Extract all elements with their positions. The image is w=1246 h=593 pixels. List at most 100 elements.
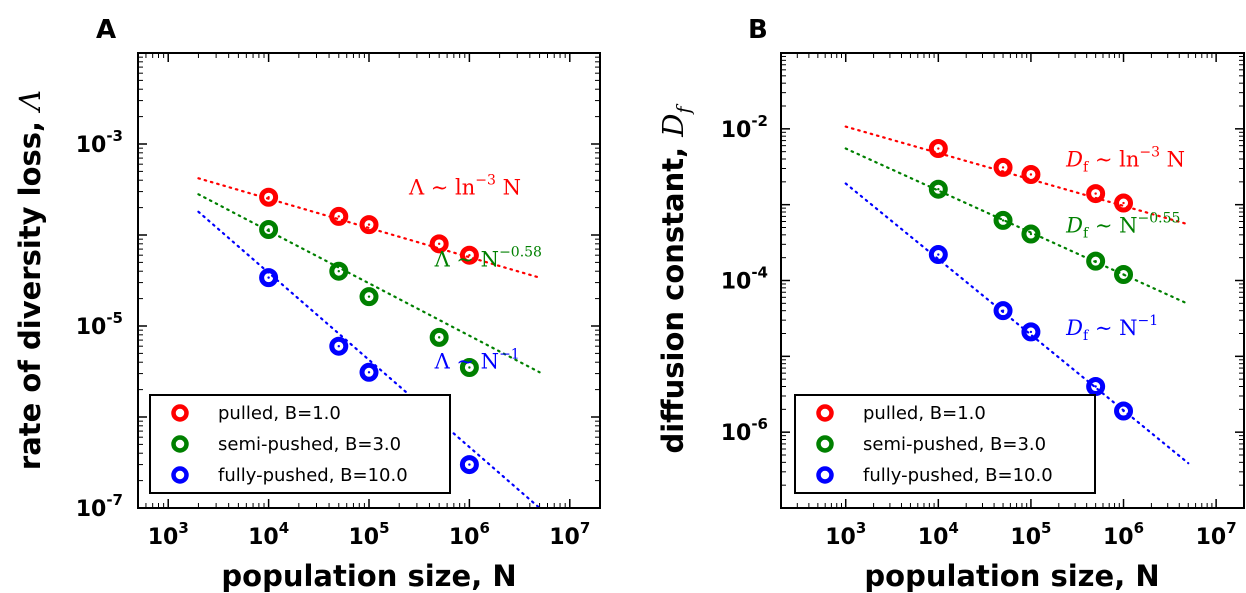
- annot-superscript: −1: [1137, 313, 1158, 329]
- x-tick-label: 103: [825, 519, 866, 550]
- data-point-center: [1001, 309, 1005, 312]
- data-point-center: [468, 463, 471, 466]
- legend-marker: [171, 435, 189, 453]
- annot-tail: N: [1160, 147, 1185, 171]
- tick-base: 10: [1103, 525, 1134, 550]
- data-point-center: [337, 270, 340, 273]
- tick-base: 10: [248, 525, 279, 550]
- data-point-center: [367, 223, 371, 226]
- tick-exponent: -4: [751, 264, 768, 282]
- plot-area: [197, 177, 541, 508]
- annot-superscript: −3: [475, 172, 496, 188]
- data-point-center: [337, 215, 340, 218]
- data-point: [993, 157, 1013, 177]
- data-point-center: [267, 228, 270, 231]
- annot-text: Λ ∼ ln: [408, 175, 475, 199]
- tick-base: 10: [148, 525, 179, 550]
- tick-exponent: 6: [1134, 519, 1144, 537]
- tick-exponent: -6: [751, 415, 768, 433]
- legend-marker: [171, 466, 189, 484]
- fit-line-2: [197, 210, 541, 508]
- data-point: [1114, 193, 1134, 213]
- legend-marker: [171, 404, 189, 422]
- annot-superscript: −1: [499, 347, 520, 363]
- legend-box: [149, 394, 451, 494]
- x-axis-label: population size, N: [864, 559, 1159, 593]
- data-point: [259, 187, 279, 207]
- tick-exponent: 4: [279, 519, 289, 537]
- data-point: [1086, 184, 1106, 204]
- data-point-center: [437, 242, 441, 246]
- x-tick-label: 105: [348, 519, 389, 550]
- y-tick-label: 10-3: [76, 127, 123, 158]
- tick-base: 10: [449, 525, 480, 550]
- data-point: [993, 301, 1013, 321]
- data-point-center: [367, 371, 371, 374]
- data-point-center: [1001, 166, 1005, 169]
- legend-label: pulled, B=1.0: [863, 403, 986, 424]
- fit-line-0: [197, 177, 541, 279]
- panel-letter: B: [748, 15, 768, 45]
- data-point-center: [937, 147, 940, 150]
- fit-annotation: Df ∼ N−0.55: [1065, 210, 1180, 241]
- y-tick-label: 10-7: [76, 491, 123, 522]
- annot-mid: ∼ ln: [1088, 147, 1139, 171]
- fit-annotation: Λ ∼ N−1: [434, 347, 520, 374]
- data-point-center: [1122, 201, 1125, 205]
- legend: pulled, B=1.0 semi-pushed, B=3.0 fully-pus…: [794, 394, 1096, 494]
- data-point: [359, 362, 379, 382]
- data-point: [1114, 401, 1134, 421]
- fit-annotation: Df ∼ N−1: [1065, 313, 1158, 344]
- data-point: [459, 245, 479, 265]
- fit-annotation: Λ ∼ N−0.58: [434, 245, 542, 272]
- data-point: [1021, 164, 1041, 184]
- data-point-center: [1094, 385, 1097, 388]
- tick-exponent: 7: [580, 519, 590, 537]
- data-point-center: [1029, 173, 1033, 176]
- tick-base: 10: [76, 133, 107, 158]
- data-point-center: [337, 344, 340, 348]
- x-tick-label: 107: [549, 519, 590, 550]
- tick-exponent: 4: [948, 519, 958, 537]
- data-point-center: [437, 336, 441, 339]
- legend-marker: [816, 466, 834, 484]
- data-point-center: [1029, 330, 1033, 334]
- data-point: [928, 139, 948, 159]
- x-axis-label: population size, N: [221, 559, 516, 593]
- tick-base: 10: [918, 525, 949, 550]
- data-point-center: [1094, 192, 1097, 195]
- data-point: [329, 261, 349, 281]
- data-point: [359, 287, 379, 307]
- data-point: [928, 245, 948, 265]
- y-axis-label: rate of diversity loss, Λ: [13, 90, 47, 470]
- fit-line-0: [844, 125, 1190, 226]
- tick-base: 10: [721, 118, 752, 143]
- x-tick-label: 107: [1196, 519, 1237, 550]
- x-tick-label: 104: [918, 519, 959, 550]
- data-point-center: [1122, 409, 1125, 413]
- legend-label: semi-pushed, B=3.0: [863, 434, 1046, 455]
- data-point: [359, 215, 379, 235]
- x-tick-label: 105: [1010, 519, 1051, 550]
- plot-area: [844, 125, 1190, 465]
- fit-line-1: [197, 193, 541, 374]
- tick-exponent: -3: [106, 127, 123, 145]
- data-point-center: [1122, 273, 1125, 276]
- annot-symbol: D: [1065, 147, 1083, 171]
- fit-annotation: Λ ∼ ln−3 N: [408, 172, 521, 199]
- data-point: [459, 357, 479, 377]
- y-tick-label: 10-4: [721, 264, 768, 295]
- legend-label: pulled, B=1.0: [218, 403, 341, 424]
- annot-tail: N: [496, 175, 521, 199]
- legend-marker: [816, 435, 834, 453]
- legend-label: fully-pushed, B=10.0: [863, 465, 1053, 486]
- data-point-center: [468, 366, 471, 369]
- axes-frame: [780, 52, 1245, 509]
- tick-exponent: 3: [856, 519, 866, 537]
- data-point-center: [1029, 232, 1033, 236]
- data-point-center: [1094, 259, 1097, 263]
- annot-symbol: D: [1065, 316, 1083, 340]
- annot-mid: ∼ N: [1088, 316, 1137, 340]
- tick-base: 10: [721, 421, 752, 446]
